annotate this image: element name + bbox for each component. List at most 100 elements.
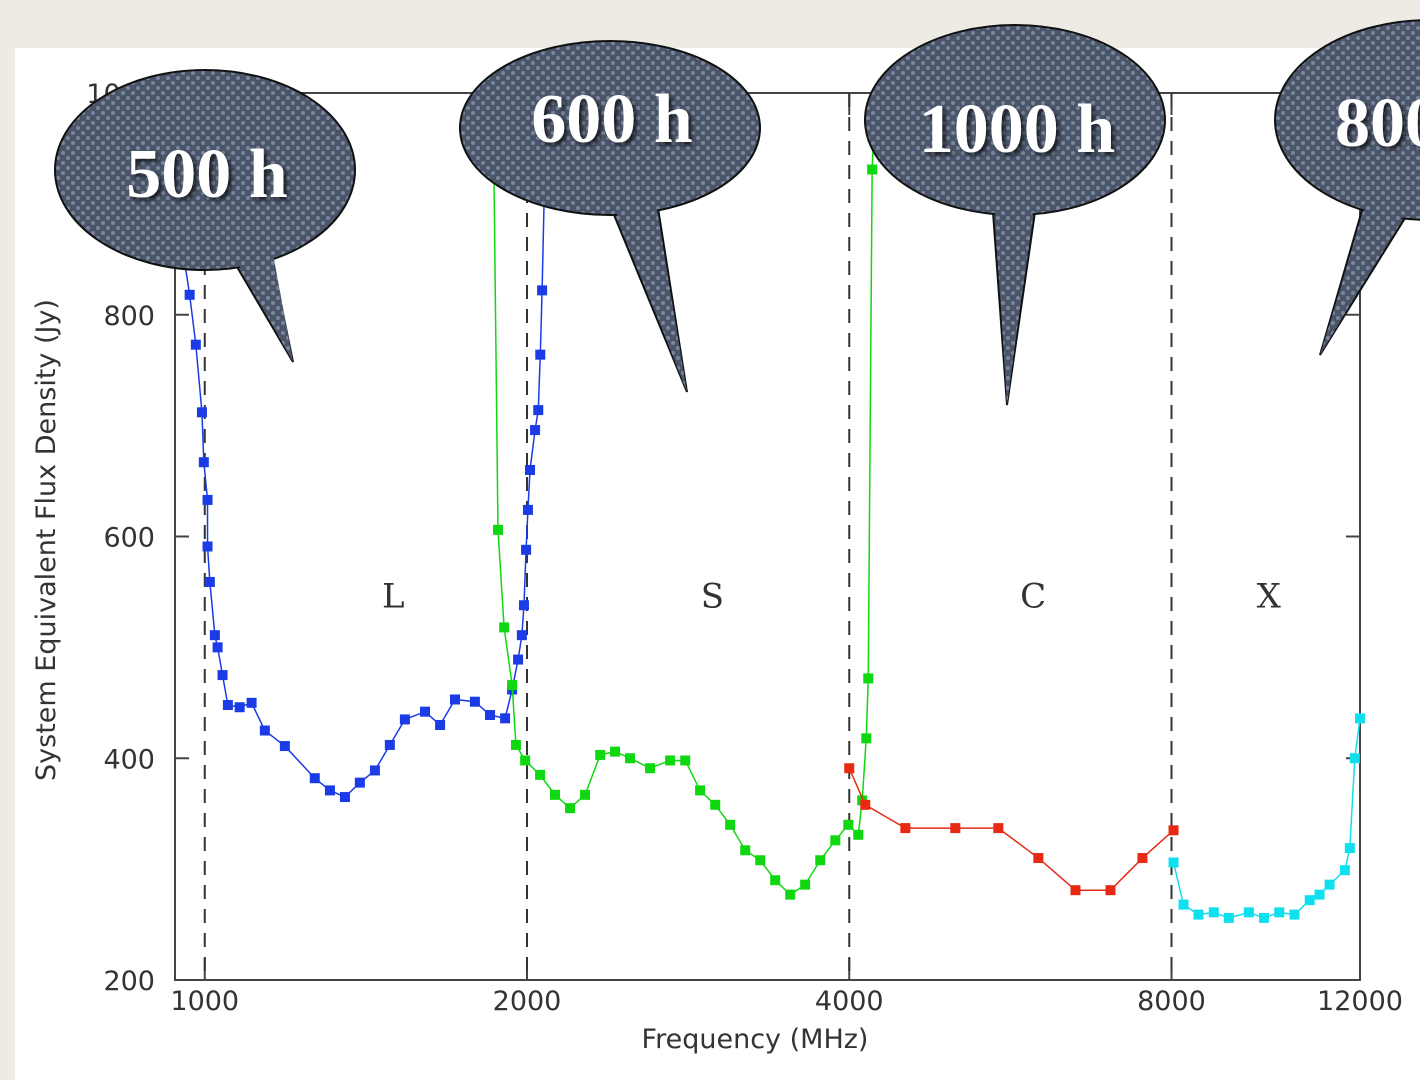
y-tick-label: 200: [103, 966, 155, 997]
data-point: [1209, 907, 1219, 917]
data-point: [470, 697, 480, 707]
data-point: [197, 407, 207, 417]
data-point: [191, 340, 201, 350]
data-point: [1355, 713, 1365, 723]
y-tick-label: 800: [103, 301, 155, 332]
data-point: [247, 698, 257, 708]
data-point: [1340, 865, 1350, 875]
data-point: [521, 545, 531, 555]
x-tick-label: 1000: [170, 986, 239, 1017]
data-point: [610, 747, 620, 757]
callout-text: 600 h: [531, 81, 692, 158]
data-point: [867, 165, 877, 175]
data-point: [513, 655, 523, 665]
data-point: [310, 773, 320, 783]
data-point: [1169, 857, 1179, 867]
data-point: [523, 505, 533, 515]
data-point: [519, 600, 529, 610]
data-point: [450, 694, 460, 704]
callout-text: 800 h: [1335, 85, 1420, 162]
band-label: C: [1020, 576, 1046, 616]
band-label: L: [382, 576, 405, 616]
data-point: [1325, 880, 1335, 890]
data-point: [1345, 843, 1355, 853]
data-point: [525, 465, 535, 475]
data-point: [1305, 895, 1315, 905]
x-tick-label: 8000: [1137, 986, 1206, 1017]
data-point: [493, 525, 503, 535]
data-point: [843, 820, 853, 830]
y-tick-label: 400: [103, 744, 155, 775]
data-point: [535, 350, 545, 360]
data-point: [1105, 885, 1115, 895]
data-point: [580, 790, 590, 800]
data-point: [537, 285, 547, 295]
data-point: [863, 673, 873, 683]
data-point: [625, 753, 635, 763]
data-point: [1259, 913, 1269, 923]
data-point: [420, 707, 430, 717]
data-point: [340, 792, 350, 802]
callout-text: 1000 h: [919, 91, 1115, 168]
data-point: [260, 726, 270, 736]
data-point: [680, 755, 690, 765]
data-point: [499, 622, 509, 632]
data-point: [1137, 853, 1147, 863]
data-point: [815, 855, 825, 865]
data-point: [1169, 825, 1179, 835]
data-point: [1224, 913, 1234, 923]
data-point: [223, 700, 233, 710]
band-label: X: [1257, 576, 1282, 616]
data-point: [755, 855, 765, 865]
data-point: [210, 630, 220, 640]
data-point: [199, 457, 209, 467]
data-point: [507, 680, 517, 690]
data-point: [203, 541, 213, 551]
data-point: [830, 835, 840, 845]
data-point: [710, 800, 720, 810]
data-point: [400, 714, 410, 724]
data-point: [185, 290, 195, 300]
data-point: [950, 823, 960, 833]
x-axis-label: Frequency (MHz): [642, 1024, 869, 1055]
data-point: [740, 845, 750, 855]
data-point: [485, 710, 495, 720]
data-point: [550, 790, 560, 800]
data-point: [511, 740, 521, 750]
data-point: [565, 803, 575, 813]
data-point: [535, 770, 545, 780]
data-point: [770, 875, 780, 885]
data-point: [800, 880, 810, 890]
data-point: [645, 763, 655, 773]
data-point: [725, 820, 735, 830]
data-point: [785, 890, 795, 900]
data-point: [435, 720, 445, 730]
data-point: [370, 765, 380, 775]
x-tick-label: 12000: [1317, 986, 1403, 1017]
page: 2004006008001000100020004000800012000LSC…: [0, 0, 1420, 1080]
data-point: [235, 702, 245, 712]
data-point: [517, 630, 527, 640]
data-point: [203, 495, 213, 505]
data-point: [695, 785, 705, 795]
data-point: [533, 405, 543, 415]
x-tick-label: 4000: [815, 986, 884, 1017]
data-point: [325, 785, 335, 795]
data-point: [355, 778, 365, 788]
data-point: [1289, 910, 1299, 920]
data-point: [861, 733, 871, 743]
data-point: [1033, 853, 1043, 863]
data-point: [213, 642, 223, 652]
data-point: [1274, 907, 1284, 917]
y-tick-label: 600: [103, 523, 155, 554]
data-point: [1178, 900, 1188, 910]
data-point: [1350, 753, 1360, 763]
data-point: [530, 425, 540, 435]
data-point: [500, 713, 510, 723]
x-tick-label: 2000: [493, 986, 562, 1017]
data-point: [993, 823, 1003, 833]
chart: 2004006008001000100020004000800012000LSC…: [0, 0, 1420, 1080]
data-point: [205, 577, 215, 587]
data-point: [280, 741, 290, 751]
data-point: [1315, 890, 1325, 900]
